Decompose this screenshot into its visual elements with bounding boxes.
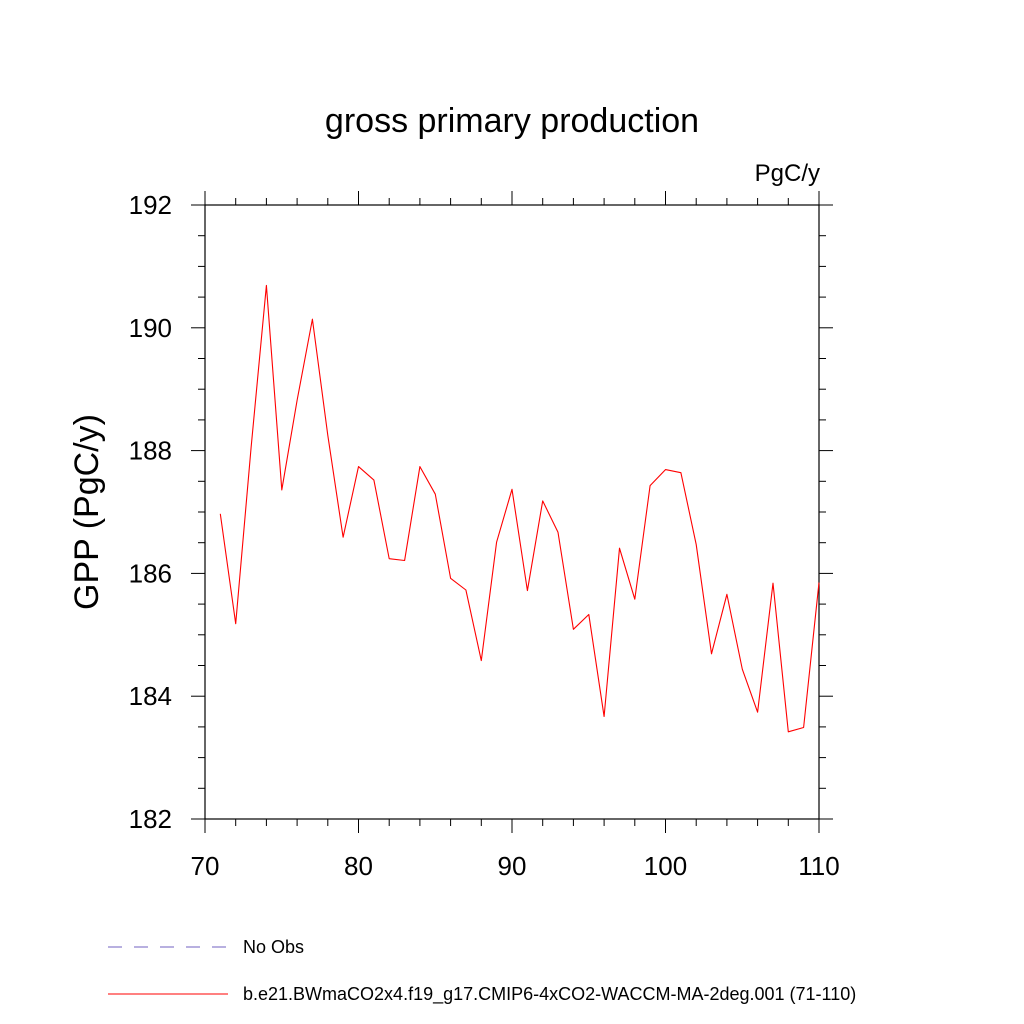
data-point [772, 583, 773, 584]
data-point [358, 466, 359, 467]
data-point [557, 532, 558, 533]
data-point [266, 285, 267, 286]
data-point [281, 489, 282, 490]
data-point [435, 494, 436, 495]
data-point [465, 589, 466, 590]
data-point [757, 712, 758, 713]
data-point [511, 489, 512, 490]
data-point [419, 466, 420, 467]
legend-label: No Obs [243, 937, 304, 957]
y-tick-label: 184 [129, 681, 172, 711]
x-tick-label: 110 [798, 851, 839, 881]
axis-tick-labels: 70 80 90 100 110 182 184 186 188 190 192 [129, 190, 840, 881]
data-point [818, 582, 819, 583]
data-point [634, 599, 635, 600]
data-point [650, 485, 651, 486]
data-point [312, 319, 313, 320]
y-tick-label: 182 [129, 804, 172, 834]
data-point [696, 544, 697, 545]
legend: No Obs b.e21.BWmaCO2x4.f19_g17.CMIP6-4xCO… [108, 937, 856, 1005]
data-point [527, 590, 528, 591]
y-tick-label: 192 [129, 190, 172, 220]
data-point [542, 500, 543, 501]
axis-ticks [191, 191, 833, 833]
x-tick-label: 100 [644, 851, 687, 881]
chart-title: gross primary production [325, 102, 699, 140]
data-point [788, 731, 789, 732]
x-tick-label: 90 [498, 851, 527, 881]
y-axis-label: GPP (PgC/y) [68, 414, 106, 610]
data-point [235, 623, 236, 624]
data-point [481, 660, 482, 661]
y-tick-label: 190 [129, 313, 172, 343]
data-point [604, 716, 605, 717]
y-tick-label: 188 [129, 436, 172, 466]
y-tick-label: 186 [129, 558, 172, 588]
data-point [619, 548, 620, 549]
data-point [680, 472, 681, 473]
data-point [588, 614, 589, 615]
x-tick-label: 80 [344, 851, 373, 881]
data-point [665, 469, 666, 470]
units-label: PgC/y [755, 160, 820, 187]
legend-label: b.e21.BWmaCO2x4.f19_g17.CMIP6-4xCO2-WACC… [243, 984, 856, 1005]
data-point [803, 727, 804, 728]
data-point [450, 578, 451, 579]
data-point [327, 435, 328, 436]
data-point [726, 594, 727, 595]
data-point [343, 537, 344, 538]
data-point [404, 560, 405, 561]
data-point [389, 558, 390, 559]
data-point [373, 479, 374, 480]
data-point [711, 653, 712, 654]
plot-frame [204, 204, 820, 820]
data-point [742, 669, 743, 670]
data-point [297, 400, 298, 401]
series-layer [219, 284, 820, 733]
x-tick-label: 70 [191, 851, 220, 881]
series-line [219, 284, 820, 733]
data-point [220, 513, 221, 514]
data-point [250, 447, 251, 448]
data-point [496, 541, 497, 542]
data-point [573, 629, 574, 630]
